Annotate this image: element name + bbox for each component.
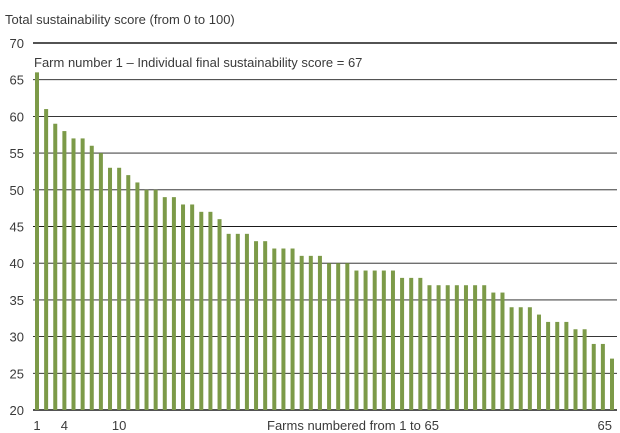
bar-farm-55: [527, 307, 532, 410]
bar-farm-32: [317, 255, 322, 410]
bar-farm-58: [555, 321, 560, 410]
bar-farm-15: [162, 197, 167, 410]
grid-lines: [33, 42, 617, 411]
bar-farm-2: [44, 109, 49, 410]
x-tick-label: 1: [33, 418, 40, 433]
bar-farm-61: [582, 329, 587, 410]
bar-farm-64: [610, 358, 614, 410]
bar-farm-41: [400, 277, 405, 410]
bar-farm-54: [518, 307, 523, 410]
bar-farm-1: [35, 72, 39, 411]
bar-farm-52: [500, 292, 505, 410]
y-axis-ticks: 20 25 30 35 40 45 50 55 60 65 70: [10, 36, 24, 418]
y-tick-label: 35: [10, 293, 24, 308]
y-tick-label: 30: [10, 330, 24, 345]
bar-farm-24: [244, 233, 249, 410]
bar-farm-39: [381, 270, 386, 410]
bar-farm-38: [372, 270, 377, 410]
bar-farm-50: [482, 285, 487, 410]
bar-farm-10: [117, 167, 122, 410]
bar-farm-46: [445, 285, 450, 410]
bar-farm-17: [181, 204, 186, 410]
x-axis-ticks: 1 4 10 65: [33, 418, 612, 433]
bar-farm-63: [600, 343, 605, 410]
bar-farm-8: [98, 153, 103, 410]
bar-farm-42: [409, 277, 414, 410]
y-tick-label: 50: [10, 183, 24, 198]
bar-farm-45: [436, 285, 441, 410]
bar-farm-44: [427, 285, 432, 410]
bar-farm-33: [327, 263, 332, 410]
bar-farm-27: [272, 248, 277, 410]
y-tick-label: 45: [10, 220, 24, 235]
bar-farm-11: [126, 175, 131, 410]
bar-farm-47: [454, 285, 459, 410]
bar-farm-9: [108, 167, 113, 410]
bar-farm-29: [290, 248, 295, 410]
x-axis-label: Farms numbered from 1 to 65: [267, 418, 439, 433]
bar-farm-20: [208, 211, 213, 410]
bar-farm-31: [308, 255, 313, 410]
x-tick-label: 65: [598, 418, 612, 433]
bar-farm-6: [80, 138, 85, 411]
bar-farm-5: [71, 138, 76, 411]
bar-farm-26: [263, 241, 268, 410]
y-tick-label: 25: [10, 366, 24, 381]
bar-farm-53: [509, 307, 514, 410]
y-tick-label: 40: [10, 256, 24, 271]
bar-farm-13: [144, 189, 149, 410]
x-tick-label: 10: [112, 418, 126, 433]
bar-farm-48: [463, 285, 468, 410]
y-tick-label: 60: [10, 109, 24, 124]
x-tick-label: 4: [61, 418, 68, 433]
bar-farm-57: [546, 321, 551, 410]
bar-farm-56: [536, 314, 541, 410]
y-tick-label: 65: [10, 73, 24, 88]
bar-farm-4: [62, 131, 67, 410]
bar-farm-51: [491, 292, 496, 410]
y-tick-label: 20: [10, 403, 24, 418]
bar-farm-14: [153, 189, 158, 410]
farm-1-annotation: Farm number 1 – Individual final sustain…: [34, 55, 362, 70]
y-tick-label: 55: [10, 146, 24, 161]
bar-farm-7: [89, 145, 94, 410]
bar-farm-28: [281, 248, 286, 410]
bar-farm-25: [254, 241, 259, 410]
bar-farm-43: [418, 277, 423, 410]
bar-farm-37: [363, 270, 368, 410]
bar-farm-19: [199, 211, 204, 410]
bar-farm-21: [217, 219, 222, 410]
bar-farm-16: [171, 197, 176, 410]
chart-title: Total sustainability score (from 0 to 10…: [5, 12, 235, 27]
y-tick-label: 70: [10, 36, 24, 51]
bar-farm-59: [564, 321, 569, 410]
bar-series: [35, 72, 614, 411]
bar-farm-49: [473, 285, 478, 410]
bar-farm-22: [226, 233, 231, 410]
bar-farm-23: [235, 233, 240, 410]
bar-farm-60: [573, 329, 578, 410]
bar-farm-34: [336, 263, 341, 410]
bar-farm-36: [354, 270, 359, 410]
bar-farm-30: [299, 255, 304, 410]
bar-farm-18: [190, 204, 195, 410]
bar-farm-12: [135, 182, 140, 410]
bar-farm-3: [53, 123, 58, 411]
bar-farm-35: [345, 263, 350, 410]
bar-farm-40: [390, 270, 395, 410]
bar-farm-62: [591, 343, 596, 410]
